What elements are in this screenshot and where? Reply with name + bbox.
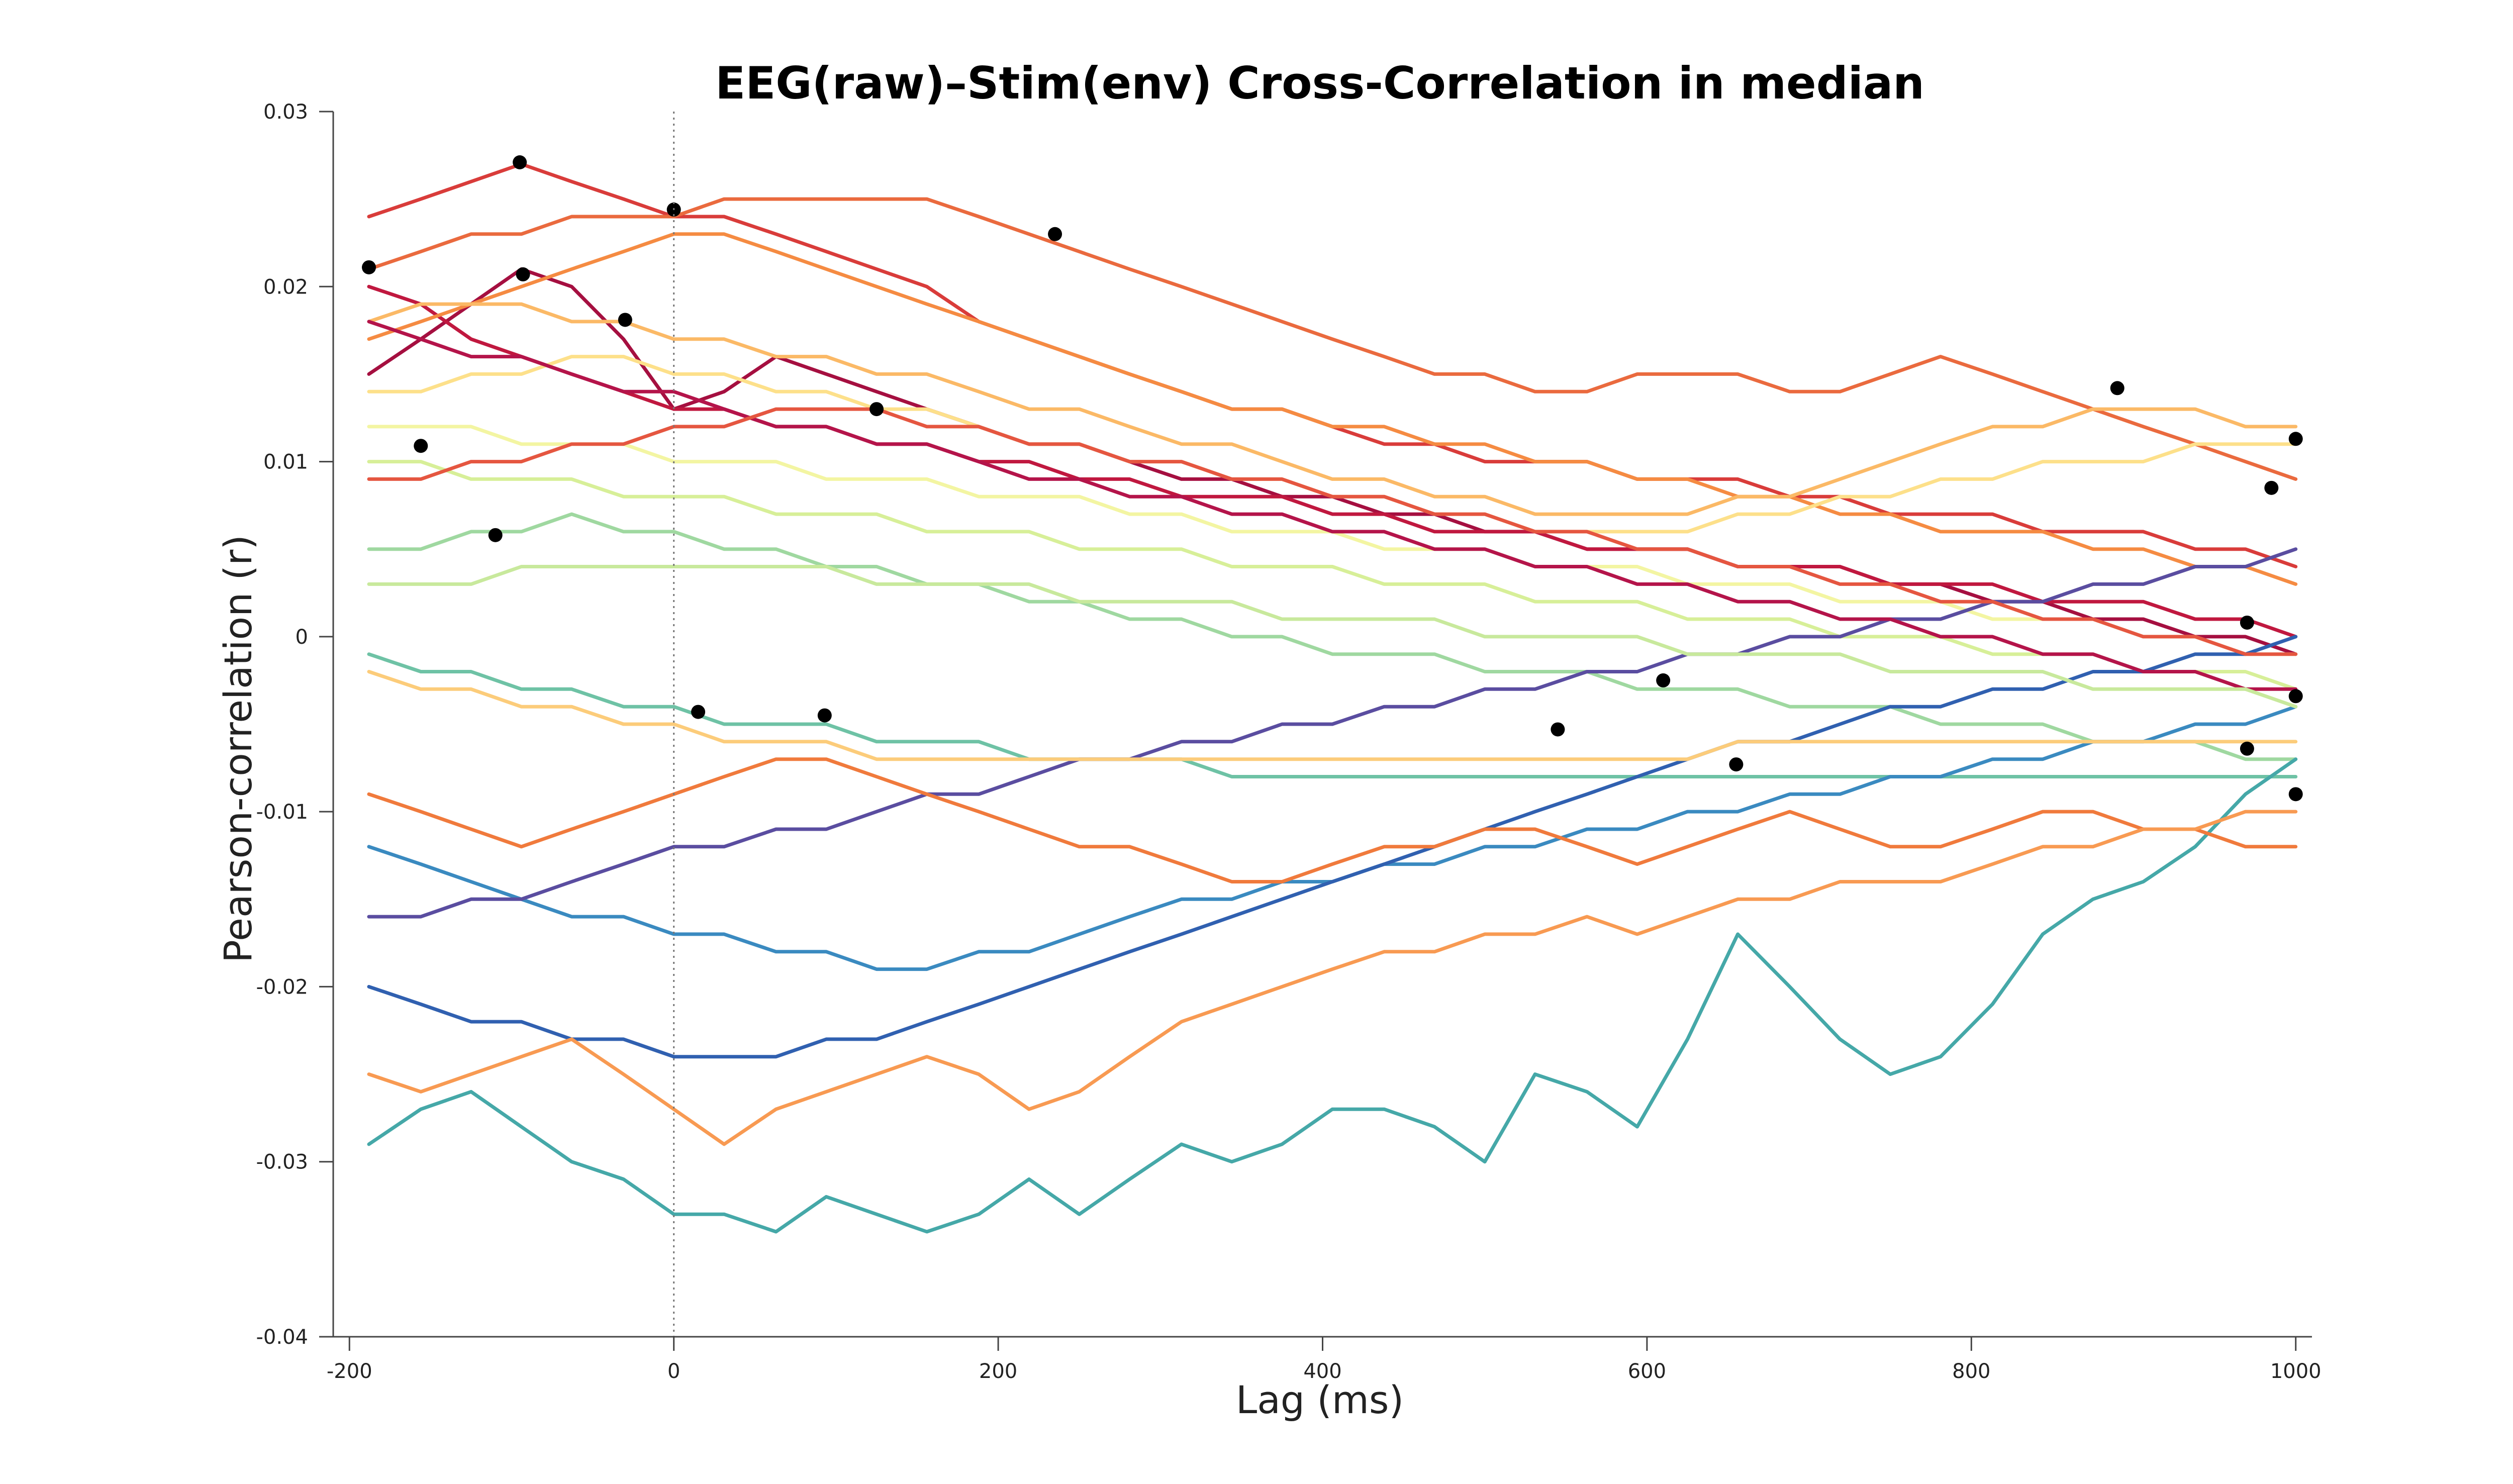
peak-marker-17 (2288, 787, 2303, 802)
x-tick-label: 600 (1628, 1360, 1666, 1383)
peak-marker-10 (488, 528, 503, 542)
y-tick-label: -0.02 (256, 975, 309, 999)
peak-marker-18 (2288, 689, 2303, 704)
peak-marker-15 (2264, 480, 2279, 495)
peak-marker-2 (361, 260, 376, 274)
peak-marker-8 (869, 402, 884, 417)
x-tick-label: 1000 (2270, 1360, 2322, 1383)
peak-marker-3 (516, 267, 530, 281)
y-tick-label: 0.03 (263, 101, 308, 124)
y-axis-ticks: 0.03 0.02 0.01 0 -0.01 -0.02 -0.03 -0.04 (256, 101, 333, 1349)
peak-marker-6 (2288, 432, 2303, 446)
plot-area: -200 0 200 400 600 800 1000 0.03 0.02 0.01 0 -0.01… (256, 101, 2322, 1383)
series-line-11 (367, 652, 2298, 778)
series-line-14 (367, 635, 2298, 1059)
series-line-3 (367, 162, 2298, 568)
x-tick-label: 800 (1952, 1360, 1990, 1383)
series-line-13 (367, 705, 2298, 971)
peak-marker-13 (1551, 722, 1565, 737)
peak-marker-14 (1656, 673, 1671, 687)
peak-marker-7 (2110, 381, 2124, 395)
x-tick-label: -200 (327, 1360, 372, 1383)
peak-marker-16 (817, 708, 832, 723)
chart-title: EEG(raw)–Stim(env) Cross-Correlation in … (715, 57, 1924, 109)
y-tick-label: -0.04 (256, 1326, 309, 1349)
peak-marker-19 (618, 313, 632, 327)
x-axis-ticks: -200 0 200 400 600 800 1000 (327, 1337, 2322, 1383)
y-tick-label: -0.01 (256, 801, 309, 824)
series-line-10 (367, 512, 2298, 761)
peak-marker-9 (414, 439, 428, 453)
series-line-19 (367, 407, 2298, 656)
peak-marker-1 (513, 155, 527, 170)
peak-marker-21 (2240, 615, 2254, 630)
peak-marker-12 (1729, 757, 1744, 772)
series-line-1 (367, 267, 2298, 656)
series-line-20 (367, 670, 2298, 761)
x-axis-label: Lag (ms) (1236, 1377, 1404, 1422)
series-line-7 (367, 355, 2298, 534)
x-tick-label: 400 (1303, 1360, 1341, 1383)
series-line-18 (367, 320, 2298, 691)
series-line-15 (367, 547, 2298, 919)
series-layer (367, 162, 2298, 1234)
series-line-4 (367, 197, 2298, 481)
peak-dots-layer (361, 155, 2303, 802)
peak-marker-4 (1048, 227, 1062, 241)
series-line-17 (367, 810, 2298, 1146)
series-line-2 (367, 284, 2298, 639)
peak-marker-11 (691, 705, 706, 719)
series-line-12 (367, 757, 2298, 1234)
y-tick-label: 0.01 (263, 451, 308, 474)
series-line-16 (367, 757, 2298, 883)
x-tick-label: 200 (979, 1360, 1017, 1383)
series-line-21 (367, 565, 2298, 709)
x-tick-label: 0 (667, 1360, 680, 1383)
y-tick-label: 0.02 (263, 275, 308, 299)
series-line-6 (367, 302, 2298, 516)
series-line-9 (367, 460, 2298, 691)
y-tick-label: 0 (296, 626, 308, 649)
y-tick-label: -0.03 (256, 1151, 309, 1174)
series-line-5 (367, 232, 2298, 586)
y-axis-label: Pearson-correlation (r) (216, 535, 260, 963)
peak-marker-20 (2240, 741, 2254, 756)
